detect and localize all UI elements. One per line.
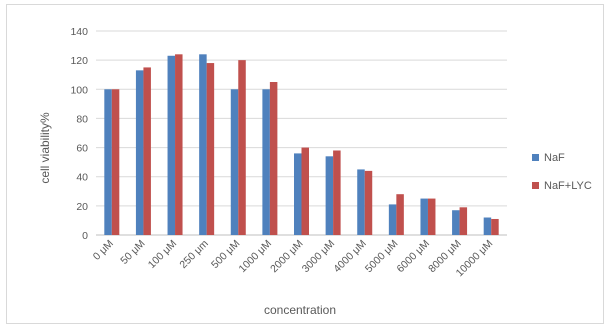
y-tick-labels: 0 20 40 60 80 100 120 140 [70, 26, 88, 242]
x-tick-label: 4000 μM [331, 238, 369, 276]
bar-naf [483, 217, 492, 235]
bar-naf [357, 169, 365, 235]
bar-naf-lyc [206, 63, 215, 235]
x-tick-label: 100 μM [146, 238, 179, 271]
bar-naf [104, 89, 112, 236]
bar-naf [294, 153, 302, 235]
y-tick-label: 120 [70, 55, 88, 67]
bar-naf-lyc [364, 170, 373, 235]
bar-naf-lyc [175, 54, 183, 235]
x-tick-label: 50 μM [118, 238, 147, 267]
legend-swatch [532, 154, 539, 161]
x-tick-label: 6000 μM [395, 238, 433, 276]
bar-naf [420, 198, 428, 235]
legend: NaF NaF+LYC [532, 152, 592, 192]
bar-naf-lyc [459, 207, 468, 235]
legend-label: NaF [544, 152, 565, 164]
bar-naf-lyc [333, 150, 341, 235]
bar-naf [230, 89, 239, 236]
y-tick-label: 60 [76, 143, 88, 155]
y-axis-title: cell viability% [38, 112, 52, 184]
x-tick-label: 5000 μM [363, 238, 401, 276]
bar-naf [199, 54, 207, 235]
y-tick-label: 80 [76, 113, 88, 125]
bar-naf [452, 210, 460, 235]
bar-naf-lyc [143, 67, 151, 235]
x-tick-label: 2000 μM [268, 238, 306, 276]
bar-naf [388, 204, 397, 235]
x-tick-label: 1000 μM [236, 238, 274, 276]
bar-naf-lyc [238, 60, 246, 236]
bar-naf [262, 89, 270, 236]
bar-naf [167, 55, 176, 236]
bar-naf [135, 70, 144, 235]
x-axis-title: concentration [264, 303, 336, 317]
y-tick-label: 0 [82, 230, 88, 242]
bar-naf-lyc [491, 218, 499, 235]
y-tick-label: 140 [70, 26, 88, 38]
bar-naf-lyc [427, 198, 436, 235]
y-tick-label: 40 [76, 172, 88, 184]
y-tick-label: 100 [70, 84, 88, 96]
x-tick-label: 3000 μM [300, 238, 338, 276]
bars [104, 54, 499, 236]
y-tick-label: 20 [76, 201, 88, 213]
bar-naf-lyc [396, 194, 404, 235]
legend-label: NaF+LYC [544, 180, 592, 192]
legend-swatch [532, 182, 539, 189]
bar-naf-lyc [269, 82, 278, 235]
bar-naf-lyc [111, 89, 120, 236]
bar-naf-lyc [301, 147, 309, 235]
x-tick-label: 0 μM [91, 238, 116, 263]
bar-naf [325, 156, 334, 235]
x-tick-label: 250 μm [177, 237, 211, 271]
